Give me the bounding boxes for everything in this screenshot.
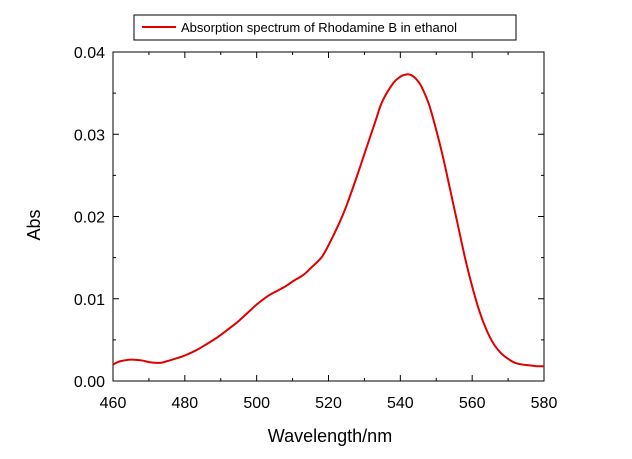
y-tick-label: 0.03 — [74, 127, 105, 144]
x-axis-title: Wavelength/nm — [268, 426, 392, 446]
plot-frame — [112, 51, 545, 382]
axis-ticks — [112, 51, 545, 382]
tick-labels: 460 480 500 520 540 560 580 0.00 0.01 0.02 0.03 0.0… — [74, 45, 558, 412]
x-tick-label: 500 — [243, 395, 270, 412]
x-tick-label: 480 — [171, 395, 198, 412]
x-tick-label: 520 — [315, 395, 342, 412]
x-tick-label: 580 — [531, 395, 558, 412]
y-tick-label: 0.01 — [74, 292, 105, 309]
x-tick-label: 560 — [459, 395, 486, 412]
y-tick-label: 0.00 — [74, 374, 105, 391]
x-tick-label: 540 — [387, 395, 414, 412]
y-axis-title: Abs — [24, 209, 44, 240]
x-tick-label: 460 — [100, 395, 127, 412]
legend-label: Absorption spectrum of Rhodamine B in et… — [181, 20, 457, 35]
legend: Absorption spectrum of Rhodamine B in et… — [133, 14, 517, 41]
series-line-absorption — [112, 73, 545, 368]
y-tick-label: 0.02 — [74, 210, 105, 227]
y-tick-label: 0.04 — [74, 45, 105, 62]
legend-box — [133, 14, 517, 41]
